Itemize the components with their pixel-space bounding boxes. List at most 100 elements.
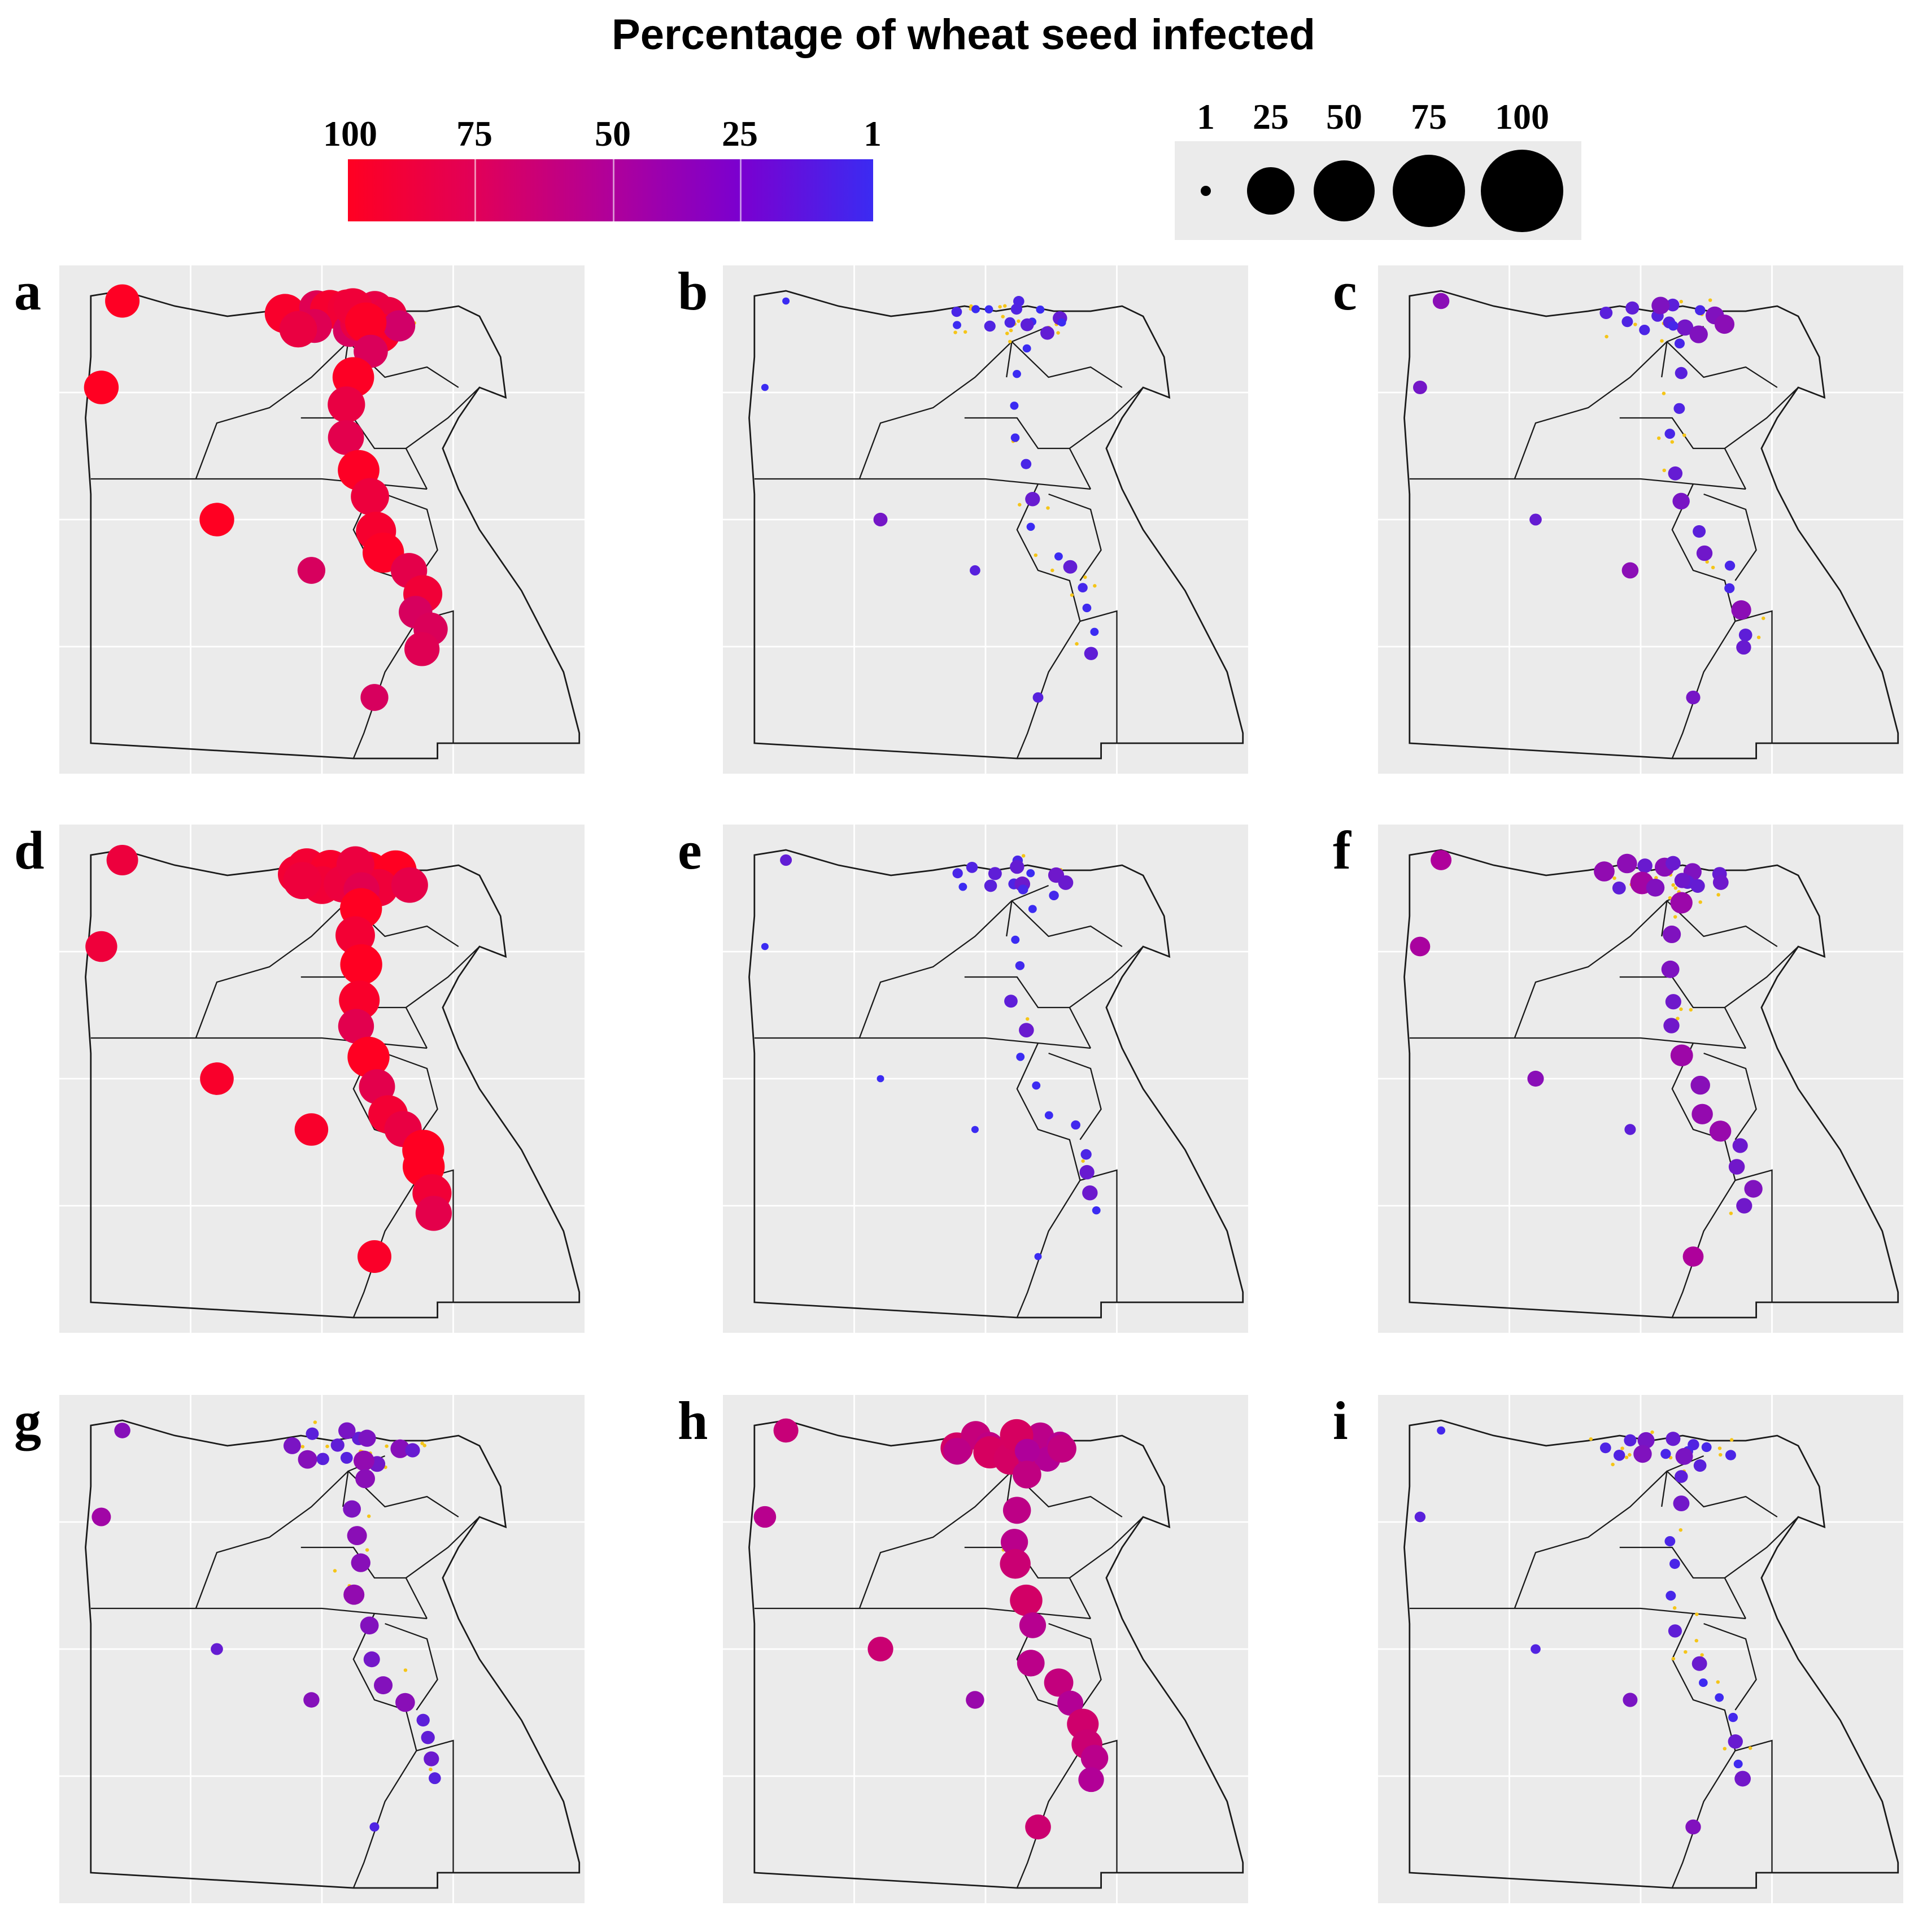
infection-marker xyxy=(1014,1438,1040,1463)
infection-marker xyxy=(1025,492,1040,507)
infection-marker xyxy=(1665,994,1681,1010)
map-panel-e: e xyxy=(678,819,1259,1338)
infection-marker xyxy=(1686,690,1701,705)
infection-marker xyxy=(1668,1624,1682,1638)
governorate-boundary xyxy=(1048,1052,1102,1140)
map-plot xyxy=(723,1395,1248,1903)
absent-marker xyxy=(1700,1653,1704,1657)
absent-marker xyxy=(1698,900,1702,904)
absent-marker xyxy=(1729,1438,1734,1442)
infection-marker xyxy=(1025,1814,1051,1840)
infection-marker xyxy=(1621,316,1633,328)
governorate-boundary xyxy=(964,417,1092,490)
absent-marker xyxy=(1718,1453,1723,1457)
infection-marker xyxy=(283,1437,301,1454)
infection-marker xyxy=(1000,1549,1031,1579)
absent-marker xyxy=(365,1548,369,1552)
infection-marker xyxy=(1040,326,1054,340)
infection-marker xyxy=(306,1427,319,1440)
governorate-boundary xyxy=(1016,483,1081,759)
infection-marker xyxy=(1725,1450,1736,1460)
infection-marker xyxy=(1032,1081,1041,1090)
absent-marker xyxy=(1695,1612,1699,1616)
absent-marker xyxy=(1716,893,1720,897)
infection-marker xyxy=(1693,525,1706,538)
infection-marker xyxy=(1432,293,1450,309)
governorate-boundary xyxy=(1069,946,1144,1008)
map-plot xyxy=(723,825,1248,1333)
absent-marker xyxy=(1656,436,1661,440)
infection-marker xyxy=(303,1692,320,1708)
infection-marker xyxy=(1666,1432,1681,1446)
infection-marker xyxy=(970,565,980,576)
color-legend-tick xyxy=(613,159,614,221)
governorate-boundary xyxy=(1703,493,1757,581)
infection-marker xyxy=(345,302,387,343)
infection-marker xyxy=(1691,1104,1713,1124)
governorate-boundary xyxy=(347,1471,459,1517)
infection-marker xyxy=(1633,1445,1652,1463)
infection-marker xyxy=(85,931,117,962)
governorate-boundary xyxy=(754,478,1091,490)
infection-marker xyxy=(1663,925,1681,944)
map-plot xyxy=(59,825,585,1333)
governorate-boundary xyxy=(1735,1169,1773,1302)
infection-marker xyxy=(1651,296,1670,315)
absent-marker xyxy=(1689,1008,1693,1012)
infection-marker xyxy=(340,1451,353,1464)
map-panel-c: c xyxy=(1333,260,1915,779)
infection-marker xyxy=(373,1676,393,1695)
infection-marker xyxy=(200,1062,234,1095)
infection-marker xyxy=(1734,1770,1751,1787)
absent-marker xyxy=(1620,1446,1624,1450)
governorate-boundary xyxy=(1671,1043,1736,1318)
absent-marker xyxy=(1025,1017,1030,1021)
infection-marker xyxy=(1016,1053,1025,1061)
infection-marker xyxy=(338,1009,374,1044)
absent-marker xyxy=(1672,1606,1677,1610)
infection-marker xyxy=(330,1438,345,1452)
governorate-boundary xyxy=(1011,900,1123,947)
infection-marker xyxy=(1690,879,1705,893)
size-legend: 1 25 50 75 100 xyxy=(1175,97,1581,240)
infection-marker xyxy=(952,868,963,879)
infection-marker xyxy=(1004,317,1015,328)
infection-marker xyxy=(1676,319,1694,336)
governorate-boundary xyxy=(1666,341,1778,388)
infection-marker xyxy=(1664,1536,1676,1547)
infection-marker xyxy=(1082,603,1092,613)
color-legend: 100 75 50 25 1 xyxy=(316,113,882,237)
governorate-boundary xyxy=(1011,1471,1123,1517)
infection-marker xyxy=(971,1126,979,1133)
panel-letter: g xyxy=(14,1390,41,1451)
absent-marker xyxy=(1017,319,1021,323)
infection-marker xyxy=(421,1730,435,1745)
infection-marker xyxy=(753,1506,777,1528)
infection-marker xyxy=(1010,402,1019,410)
color-gradient-bar xyxy=(348,159,873,221)
map-plot xyxy=(1378,1395,1903,1903)
absent-marker xyxy=(1005,332,1009,335)
infection-marker xyxy=(199,503,234,537)
infection-marker xyxy=(1623,1693,1638,1707)
absent-marker xyxy=(1034,553,1038,557)
governorate-boundary xyxy=(385,493,438,581)
governorate-boundary xyxy=(1671,1613,1736,1889)
infection-marker xyxy=(1617,853,1637,874)
infection-marker xyxy=(1004,995,1018,1008)
infection-marker xyxy=(1044,1111,1053,1120)
governorate-boundary xyxy=(1724,1516,1799,1578)
panel-letter: h xyxy=(678,1390,708,1451)
absent-marker xyxy=(1070,593,1074,597)
infection-marker xyxy=(1724,583,1735,594)
infection-marker xyxy=(395,1693,415,1712)
infection-marker xyxy=(211,1643,223,1655)
infection-marker xyxy=(1663,1018,1680,1033)
map-plot xyxy=(59,265,585,774)
infection-marker xyxy=(971,305,980,313)
infection-marker xyxy=(338,1422,356,1440)
infection-marker xyxy=(1015,961,1025,970)
infection-marker xyxy=(1012,1460,1041,1489)
infection-marker xyxy=(958,883,967,891)
infection-marker xyxy=(1646,879,1665,897)
